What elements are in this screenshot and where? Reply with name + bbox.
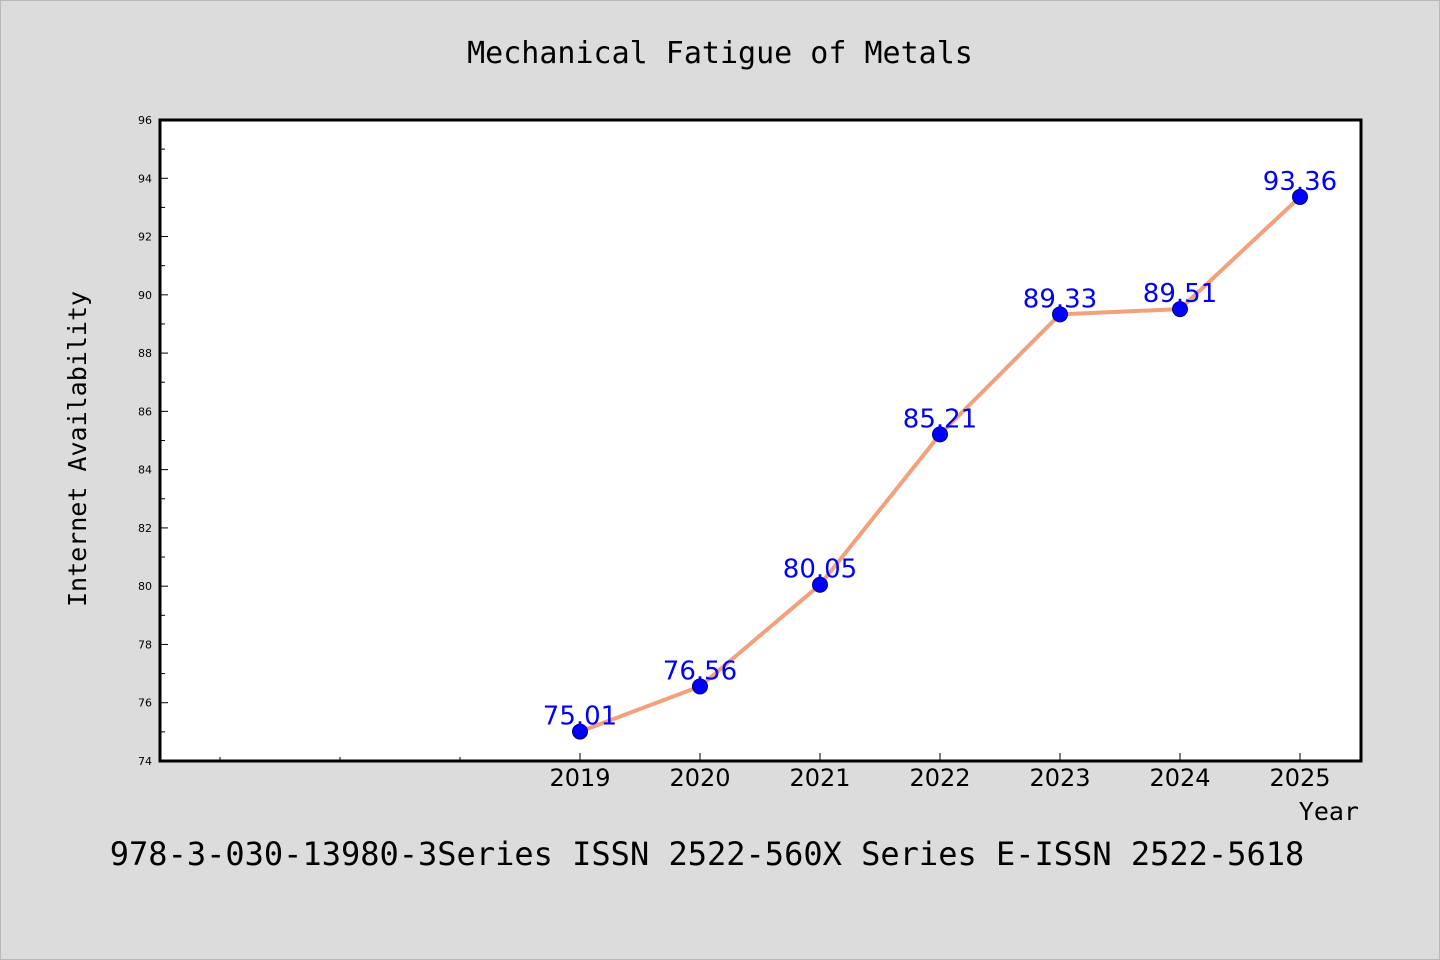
- data-point: [1172, 301, 1188, 318]
- y-axis-label: Internet Availability: [63, 291, 92, 607]
- x-tick-label: 2022: [909, 764, 970, 792]
- data-label: 85.21: [903, 404, 977, 434]
- x-axis-label: Year: [1299, 797, 1359, 826]
- x-tick-label: 2023: [1029, 764, 1090, 792]
- y-tick-label: 86: [138, 405, 152, 418]
- y-tick-label: 92: [138, 231, 152, 244]
- data-point: [1292, 188, 1308, 205]
- y-tick-label: 90: [138, 289, 152, 302]
- plot-border: [158, 118, 1363, 763]
- y-tick-label: 74: [138, 755, 152, 768]
- y-tick-label: 78: [138, 638, 152, 651]
- footer-text: 978-3-030-13980-3Series ISSN 2522-560X S…: [110, 835, 1304, 873]
- data-point: [1052, 306, 1068, 323]
- plot-area: [160, 120, 1361, 761]
- y-tick-label: 76: [138, 697, 152, 710]
- x-axis-ticks: 2019 2020 2021 2022 2023 2024 2025: [219, 753, 1331, 792]
- y-tick-label: 84: [138, 464, 152, 477]
- y-tick-label: 80: [138, 580, 152, 593]
- data-label: 80.05: [783, 555, 857, 585]
- x-tick-label: 2020: [669, 764, 730, 792]
- data-label: 89.33: [1023, 284, 1097, 314]
- data-label: 75.01: [543, 702, 617, 732]
- data-label: 93.36: [1263, 167, 1337, 197]
- x-tick-label: 2021: [789, 764, 850, 792]
- y-tick-label: 96: [138, 114, 152, 127]
- data-point: [692, 678, 708, 695]
- x-tick-label: 2025: [1269, 764, 1330, 792]
- y-tick-label: 88: [138, 347, 152, 360]
- x-tick-label: 2024: [1149, 764, 1210, 792]
- data-label: 76.56: [663, 656, 737, 686]
- series-layer: [572, 188, 1308, 740]
- data-point: [572, 723, 588, 740]
- data-point: [932, 426, 948, 443]
- data-label-layer: 75.01 76.56 80.05 85.21 89.33 89.51 93.36: [543, 167, 1337, 732]
- y-tick-label: 82: [138, 522, 152, 535]
- x-tick-label: 2019: [549, 764, 610, 792]
- data-label: 89.51: [1143, 279, 1217, 309]
- data-point: [812, 576, 828, 593]
- y-tick-label: 94: [138, 172, 152, 185]
- chart-title: Mechanical Fatigue of Metals: [467, 36, 973, 71]
